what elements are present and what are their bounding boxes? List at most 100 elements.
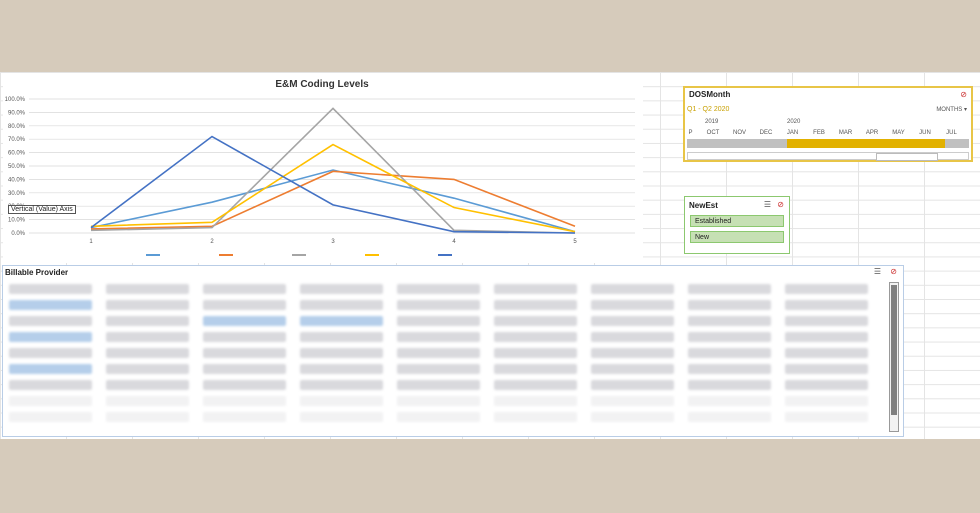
clear-filter-icon[interactable]: ⊘ bbox=[777, 200, 784, 209]
provider-item[interactable] bbox=[203, 332, 286, 342]
provider-item[interactable] bbox=[785, 300, 868, 310]
provider-item[interactable] bbox=[397, 332, 480, 342]
newest-slicer[interactable]: NewEst ☰ ⊘ Established New bbox=[684, 196, 790, 254]
provider-item[interactable] bbox=[300, 284, 383, 294]
provider-item[interactable] bbox=[688, 412, 771, 422]
provider-item[interactable] bbox=[9, 300, 92, 310]
provider-item[interactable] bbox=[591, 380, 674, 390]
provider-item[interactable] bbox=[688, 396, 771, 406]
slicer-item-new[interactable]: New bbox=[690, 231, 784, 243]
provider-item[interactable] bbox=[106, 316, 189, 326]
provider-item[interactable] bbox=[397, 284, 480, 294]
month-label[interactable]: APR bbox=[865, 130, 879, 136]
provider-item[interactable] bbox=[494, 412, 577, 422]
month-label[interactable]: DEC bbox=[759, 130, 773, 136]
provider-item[interactable] bbox=[106, 348, 189, 358]
provider-item[interactable] bbox=[591, 396, 674, 406]
provider-item[interactable] bbox=[9, 412, 92, 422]
billable-provider-slicer[interactable]: Billable Provider ☰ ⊘ bbox=[2, 265, 904, 437]
time-level-dropdown[interactable]: MONTHS ▾ bbox=[936, 107, 967, 113]
provider-item[interactable] bbox=[688, 348, 771, 358]
month-label[interactable]: OCT bbox=[706, 130, 720, 136]
provider-item[interactable] bbox=[203, 316, 286, 326]
provider-item[interactable] bbox=[785, 364, 868, 374]
provider-item[interactable] bbox=[9, 284, 92, 294]
provider-item[interactable] bbox=[397, 364, 480, 374]
provider-item[interactable] bbox=[591, 348, 674, 358]
provider-item[interactable] bbox=[397, 348, 480, 358]
provider-item[interactable] bbox=[9, 316, 92, 326]
provider-item[interactable] bbox=[300, 316, 383, 326]
provider-item[interactable] bbox=[688, 300, 771, 310]
provider-item[interactable] bbox=[688, 284, 771, 294]
provider-item[interactable] bbox=[494, 396, 577, 406]
provider-item[interactable] bbox=[9, 364, 92, 374]
provider-item[interactable] bbox=[203, 364, 286, 374]
provider-item[interactable] bbox=[106, 364, 189, 374]
month-label[interactable]: JAN bbox=[786, 130, 799, 136]
provider-item[interactable] bbox=[397, 412, 480, 422]
provider-item[interactable] bbox=[203, 412, 286, 422]
provider-item[interactable] bbox=[785, 412, 868, 422]
provider-item[interactable] bbox=[300, 396, 383, 406]
provider-item[interactable] bbox=[785, 332, 868, 342]
provider-item[interactable] bbox=[203, 284, 286, 294]
provider-item[interactable] bbox=[106, 284, 189, 294]
provider-item[interactable] bbox=[688, 380, 771, 390]
provider-item[interactable] bbox=[591, 284, 674, 294]
provider-item[interactable] bbox=[397, 396, 480, 406]
clear-filter-icon[interactable]: ⊘ bbox=[890, 267, 897, 276]
provider-item[interactable] bbox=[106, 332, 189, 342]
provider-item[interactable] bbox=[397, 300, 480, 310]
month-label[interactable]: P bbox=[688, 130, 693, 136]
provider-item[interactable] bbox=[494, 348, 577, 358]
provider-item[interactable] bbox=[106, 380, 189, 390]
chart-area[interactable]: E&M Coding Levels 100.0% 90.0% 80.0% 70.0% 60… bbox=[3, 73, 643, 263]
provider-item[interactable] bbox=[397, 380, 480, 390]
provider-item[interactable] bbox=[106, 300, 189, 310]
provider-item[interactable] bbox=[494, 332, 577, 342]
provider-item[interactable] bbox=[9, 380, 92, 390]
provider-item[interactable] bbox=[785, 284, 868, 294]
month-label[interactable]: NOV bbox=[732, 130, 746, 136]
provider-item[interactable] bbox=[591, 412, 674, 422]
provider-item[interactable] bbox=[9, 332, 92, 342]
provider-item[interactable] bbox=[494, 284, 577, 294]
slicer-item-established[interactable]: Established bbox=[690, 215, 784, 227]
provider-item[interactable] bbox=[591, 316, 674, 326]
provider-item[interactable] bbox=[494, 364, 577, 374]
timeline-scrollbar[interactable] bbox=[687, 152, 969, 161]
provider-item[interactable] bbox=[591, 332, 674, 342]
provider-item[interactable] bbox=[688, 316, 771, 326]
provider-item[interactable] bbox=[300, 364, 383, 374]
provider-item[interactable] bbox=[397, 316, 480, 326]
provider-item[interactable] bbox=[106, 412, 189, 422]
dosmonth-timeline-slicer[interactable]: DOSMonth ⊘ Q1 - Q2 2020 MONTHS ▾ 2019 20… bbox=[683, 86, 973, 162]
provider-item[interactable] bbox=[688, 364, 771, 374]
provider-item[interactable] bbox=[9, 396, 92, 406]
provider-item[interactable] bbox=[785, 396, 868, 406]
multi-select-icon[interactable]: ☰ bbox=[873, 267, 881, 276]
vertical-scrollbar[interactable] bbox=[889, 282, 899, 432]
provider-item[interactable] bbox=[785, 316, 868, 326]
provider-item[interactable] bbox=[494, 380, 577, 390]
provider-item[interactable] bbox=[9, 348, 92, 358]
month-label[interactable]: JUN bbox=[919, 130, 931, 136]
clear-filter-icon[interactable]: ⊘ bbox=[960, 90, 967, 99]
provider-item[interactable] bbox=[300, 380, 383, 390]
provider-item[interactable] bbox=[494, 300, 577, 310]
month-label[interactable]: MAR bbox=[838, 130, 853, 136]
provider-item[interactable] bbox=[688, 332, 771, 342]
provider-item[interactable] bbox=[203, 396, 286, 406]
multi-select-icon[interactable]: ☰ bbox=[763, 200, 771, 209]
provider-item[interactable] bbox=[591, 300, 674, 310]
provider-item[interactable] bbox=[785, 348, 868, 358]
provider-item[interactable] bbox=[300, 412, 383, 422]
provider-item[interactable] bbox=[203, 380, 286, 390]
month-label[interactable]: FEB bbox=[813, 130, 825, 136]
provider-item[interactable] bbox=[494, 316, 577, 326]
month-label[interactable]: MAY bbox=[892, 130, 905, 136]
provider-list[interactable] bbox=[7, 282, 887, 432]
provider-item[interactable] bbox=[203, 300, 286, 310]
provider-item[interactable] bbox=[785, 380, 868, 390]
